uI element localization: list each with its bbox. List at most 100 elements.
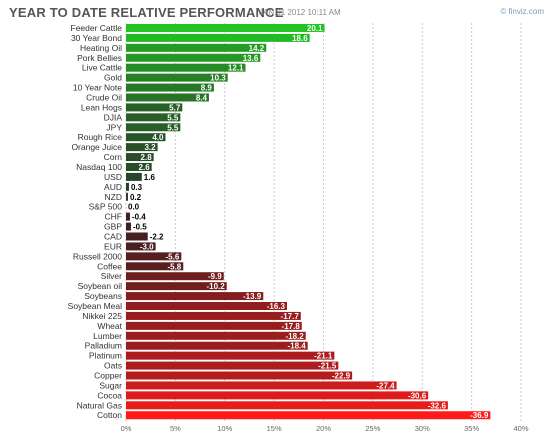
x-tick-label: 15% — [267, 424, 282, 433]
bar — [126, 371, 353, 380]
value-label: -3.0 — [140, 242, 154, 251]
value-label: -17.8 — [282, 322, 301, 331]
bar — [126, 341, 308, 350]
bar — [126, 192, 128, 201]
bar — [126, 272, 224, 281]
value-label: -22.9 — [332, 372, 351, 381]
category-label: GBP — [104, 222, 122, 232]
category-label: Nasdaq 100 — [76, 162, 122, 172]
category-label: Cocoa — [97, 390, 122, 400]
category-label: Orange Juice — [71, 142, 122, 152]
category-label: CAD — [104, 231, 122, 241]
timestamp: JAN 01 2012 10:11 AM — [259, 8, 341, 17]
category-label: Wheat — [97, 321, 122, 331]
category-label: Rough Rice — [78, 132, 123, 142]
value-label: -36.9 — [470, 411, 489, 420]
value-label: -18.4 — [287, 342, 306, 351]
bar — [126, 222, 131, 231]
value-label: 13.6 — [243, 54, 259, 63]
chart-title: YEAR TO DATE RELATIVE PERFORMANCE — [9, 5, 284, 20]
value-label: -13.9 — [243, 292, 262, 301]
category-label: Cotton — [97, 410, 122, 420]
bar — [126, 113, 181, 122]
category-label: 30 Year Bond — [71, 33, 122, 43]
value-label: 2.8 — [141, 153, 153, 162]
category-label: JPY — [106, 122, 122, 132]
category-label: Corn — [104, 152, 123, 162]
bar — [126, 133, 166, 142]
chart-header: YEAR TO DATE RELATIVE PERFORMANCE JAN 01… — [0, 0, 550, 22]
category-label: Lean Hogs — [81, 102, 122, 112]
x-tick-label: 20% — [316, 424, 331, 433]
bar — [126, 311, 301, 320]
category-label: Nikkei 225 — [82, 311, 122, 321]
bar — [126, 282, 227, 291]
value-label: 3.2 — [144, 143, 156, 152]
bars — [126, 23, 491, 420]
bar — [126, 103, 183, 112]
category-label: AUD — [104, 182, 122, 192]
bar — [126, 351, 335, 360]
bar — [126, 292, 264, 301]
brand-link[interactable]: © finviz.com — [500, 7, 544, 16]
value-label: 5.5 — [167, 123, 179, 132]
value-label: -32.6 — [428, 401, 447, 410]
category-label: Lumber — [93, 331, 122, 341]
category-label: Live Cattle — [82, 63, 122, 73]
value-label: -10.2 — [206, 282, 225, 291]
bar — [126, 83, 214, 92]
category-label: Soybean oil — [78, 281, 123, 291]
bar — [126, 401, 448, 410]
bar — [126, 153, 154, 162]
value-label: -21.5 — [318, 362, 337, 371]
x-tick-label: 35% — [464, 424, 479, 433]
value-label: 5.5 — [167, 113, 179, 122]
category-label: EUR — [104, 241, 122, 251]
bar — [126, 63, 246, 72]
x-tick-label: 5% — [170, 424, 181, 433]
value-label: -5.6 — [166, 252, 180, 261]
bar — [126, 93, 209, 102]
category-label: Natural Gas — [77, 400, 122, 410]
value-label: -2.2 — [150, 232, 164, 241]
category-label: Palladium — [85, 341, 122, 351]
category-label: Coffee — [97, 261, 122, 271]
category-label: DJIA — [104, 112, 123, 122]
bar — [126, 331, 306, 340]
x-tick-label: 40% — [513, 424, 528, 433]
value-label: -16.3 — [267, 302, 286, 311]
category-label: Russell 2000 — [73, 251, 122, 261]
bar — [126, 411, 491, 420]
category-label: USD — [104, 172, 122, 182]
category-label: Crude Oil — [86, 92, 122, 102]
category-label: NZD — [105, 192, 122, 202]
bar — [126, 262, 184, 271]
value-label: 4.0 — [152, 133, 164, 142]
value-label: 8.9 — [201, 84, 213, 93]
bar — [126, 302, 287, 311]
value-label: 10.3 — [210, 74, 226, 83]
bar — [126, 381, 397, 390]
category-label: Heating Oil — [80, 43, 122, 53]
value-label: -9.9 — [208, 272, 222, 281]
bar — [126, 162, 152, 171]
value-label: -18.2 — [285, 332, 304, 341]
bar — [126, 242, 156, 251]
bar — [126, 43, 267, 52]
bar — [126, 391, 429, 400]
x-tick-label: 10% — [217, 424, 232, 433]
value-label: 14.2 — [249, 44, 265, 53]
category-label: CHF — [105, 212, 122, 222]
x-axis-ticks: 0% 5% 10% 15% 20% 25% 30% 35% 40% — [121, 424, 529, 433]
value-label: -30.6 — [408, 391, 427, 400]
value-label: -0.4 — [132, 213, 146, 222]
value-label: -5.8 — [167, 262, 181, 271]
category-label: Pork Bellies — [77, 53, 122, 63]
bar — [126, 143, 158, 152]
category-label: Silver — [101, 271, 122, 281]
category-label: Platinum — [89, 351, 122, 361]
bar — [126, 123, 181, 132]
value-label: -21.1 — [314, 352, 333, 361]
